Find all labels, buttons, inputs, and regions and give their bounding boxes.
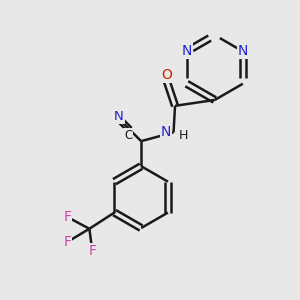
Text: N: N: [114, 110, 124, 123]
Text: F: F: [63, 210, 71, 224]
Text: C: C: [124, 129, 133, 142]
Text: N: N: [182, 44, 192, 58]
Text: O: O: [161, 68, 172, 82]
Text: N: N: [161, 125, 171, 139]
Text: F: F: [88, 244, 96, 258]
Text: N: N: [238, 44, 248, 58]
Text: F: F: [63, 235, 71, 249]
Text: H: H: [179, 129, 188, 142]
